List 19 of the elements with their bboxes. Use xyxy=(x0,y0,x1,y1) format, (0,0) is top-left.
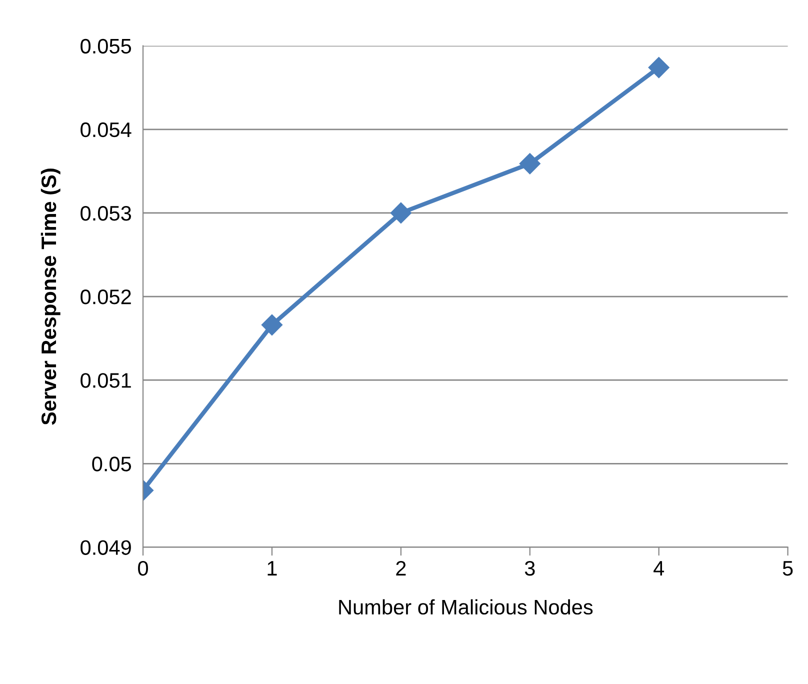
y-tick-label: 0.049 xyxy=(80,540,131,555)
x-tick-label: 5 xyxy=(782,561,793,576)
y-axis-title: Server Response Time (S) xyxy=(40,168,60,425)
x-tick-label: 1 xyxy=(268,561,277,576)
y-tick-label: 0.055 xyxy=(80,38,132,54)
x-tick-label: 2 xyxy=(396,560,406,576)
y-tick-label: 0.054 xyxy=(80,122,132,138)
y-tick-label: 0.05 xyxy=(92,456,132,472)
y-tick-label: 0.051 xyxy=(80,373,131,388)
y-tick-label: 0.053 xyxy=(80,206,131,221)
y-tick-label: 0.052 xyxy=(80,290,131,304)
x-tick-label: 0 xyxy=(138,560,148,576)
point xyxy=(261,314,282,336)
point xyxy=(648,57,670,78)
point xyxy=(390,202,412,224)
x-axis-title: Number of Malicious Nodes xyxy=(339,599,593,615)
point xyxy=(519,153,540,174)
x-tick-label: 3 xyxy=(524,560,535,576)
x-tick-label: 4 xyxy=(654,561,664,576)
